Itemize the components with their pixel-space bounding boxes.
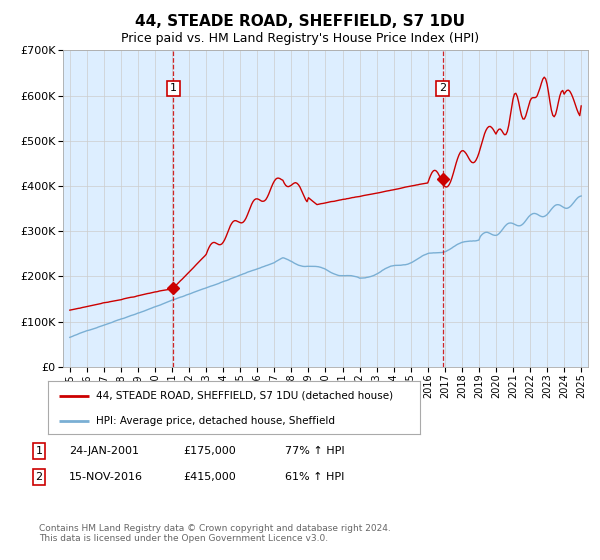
Text: 44, STEADE ROAD, SHEFFIELD, S7 1DU (detached house): 44, STEADE ROAD, SHEFFIELD, S7 1DU (deta… xyxy=(97,391,394,401)
Text: HPI: Average price, detached house, Sheffield: HPI: Average price, detached house, Shef… xyxy=(97,416,335,426)
Text: Contains HM Land Registry data © Crown copyright and database right 2024.
This d: Contains HM Land Registry data © Crown c… xyxy=(39,524,391,543)
Text: 77% ↑ HPI: 77% ↑ HPI xyxy=(285,446,344,456)
Text: 2: 2 xyxy=(35,472,43,482)
Text: 2: 2 xyxy=(439,83,446,94)
Text: 61% ↑ HPI: 61% ↑ HPI xyxy=(285,472,344,482)
Text: £175,000: £175,000 xyxy=(183,446,236,456)
Text: Price paid vs. HM Land Registry's House Price Index (HPI): Price paid vs. HM Land Registry's House … xyxy=(121,32,479,45)
Text: 15-NOV-2016: 15-NOV-2016 xyxy=(69,472,143,482)
Text: 1: 1 xyxy=(35,446,43,456)
Text: 24-JAN-2001: 24-JAN-2001 xyxy=(69,446,139,456)
Text: £415,000: £415,000 xyxy=(183,472,236,482)
Text: 44, STEADE ROAD, SHEFFIELD, S7 1DU: 44, STEADE ROAD, SHEFFIELD, S7 1DU xyxy=(135,14,465,29)
Text: 1: 1 xyxy=(170,83,177,94)
